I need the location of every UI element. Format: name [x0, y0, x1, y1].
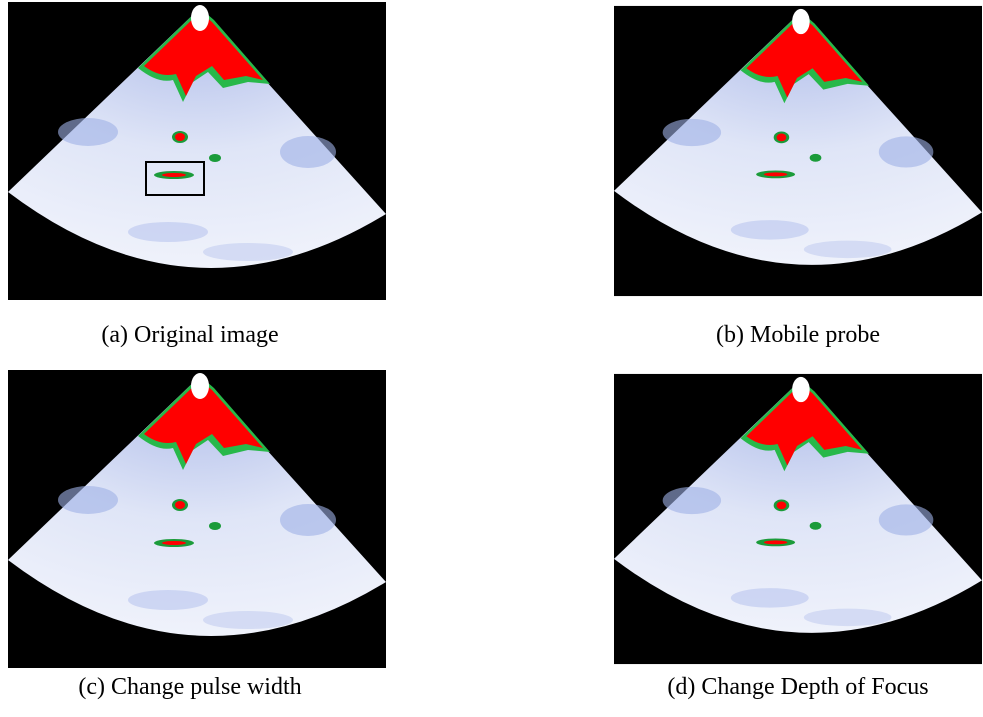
panel-image [8, 370, 386, 668]
figure: (a) Original image (b) Mobile probe (c) … [0, 0, 983, 717]
panel-image [8, 2, 386, 300]
panel-image [614, 2, 982, 300]
caption: (a) Original image [0, 322, 400, 349]
panel-image [614, 370, 982, 668]
caption: (b) Mobile probe [588, 322, 983, 349]
caption: (d) Change Depth of Focus [588, 674, 983, 701]
caption: (c) Change pulse width [0, 674, 400, 701]
